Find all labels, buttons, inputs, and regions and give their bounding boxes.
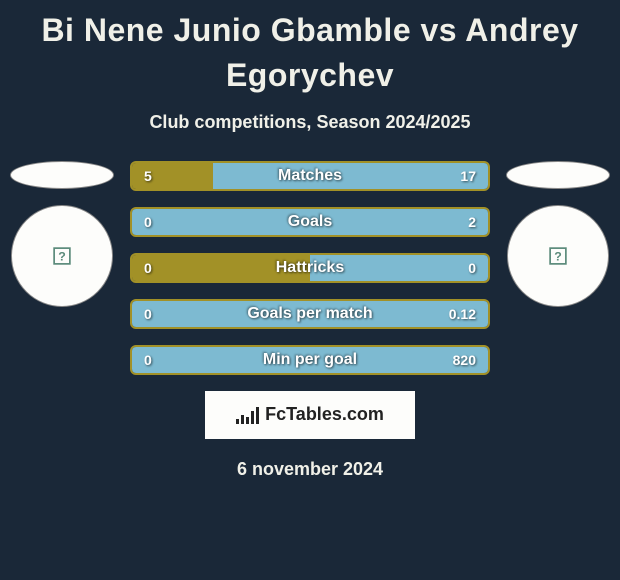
stat-value-right: 2 bbox=[468, 209, 476, 235]
stat-label: Goals per match bbox=[132, 301, 488, 327]
stat-value-right: 0 bbox=[468, 255, 476, 281]
stat-value-right: 17 bbox=[460, 163, 476, 189]
date-text: 6 november 2024 bbox=[0, 459, 620, 480]
comparison-row: ? 5 Matches 17 0 Goals 2 0 Hattricks 0 0… bbox=[0, 161, 620, 375]
stat-label: Hattricks bbox=[132, 255, 488, 281]
player-right-avatar: ? bbox=[507, 205, 609, 307]
stat-label: Min per goal bbox=[132, 347, 488, 373]
branding-badge: FcTables.com bbox=[205, 391, 415, 439]
stat-bar: 5 Matches 17 bbox=[130, 161, 490, 191]
page-title: Bi Nene Junio Gbamble vs Andrey Egoryche… bbox=[0, 0, 620, 98]
stat-value-right: 820 bbox=[453, 347, 476, 373]
branding-text: FcTables.com bbox=[265, 404, 384, 425]
question-icon: ? bbox=[53, 247, 71, 265]
player-left: ? bbox=[6, 161, 118, 307]
svg-text:?: ? bbox=[554, 249, 562, 263]
stat-bar: 0 Min per goal 820 bbox=[130, 345, 490, 375]
stat-bars: 5 Matches 17 0 Goals 2 0 Hattricks 0 0 G… bbox=[130, 161, 490, 375]
stat-bar: 0 Goals 2 bbox=[130, 207, 490, 237]
stat-bar: 0 Goals per match 0.12 bbox=[130, 299, 490, 329]
stat-value-right: 0.12 bbox=[449, 301, 476, 327]
chart-icon bbox=[236, 406, 259, 424]
player-left-flag bbox=[10, 161, 114, 189]
stat-bar: 0 Hattricks 0 bbox=[130, 253, 490, 283]
stat-label: Matches bbox=[132, 163, 488, 189]
player-left-avatar: ? bbox=[11, 205, 113, 307]
svg-text:?: ? bbox=[58, 249, 66, 263]
subtitle: Club competitions, Season 2024/2025 bbox=[0, 112, 620, 133]
stat-label: Goals bbox=[132, 209, 488, 235]
player-right-flag bbox=[506, 161, 610, 189]
player-right: ? bbox=[502, 161, 614, 307]
question-icon: ? bbox=[549, 247, 567, 265]
